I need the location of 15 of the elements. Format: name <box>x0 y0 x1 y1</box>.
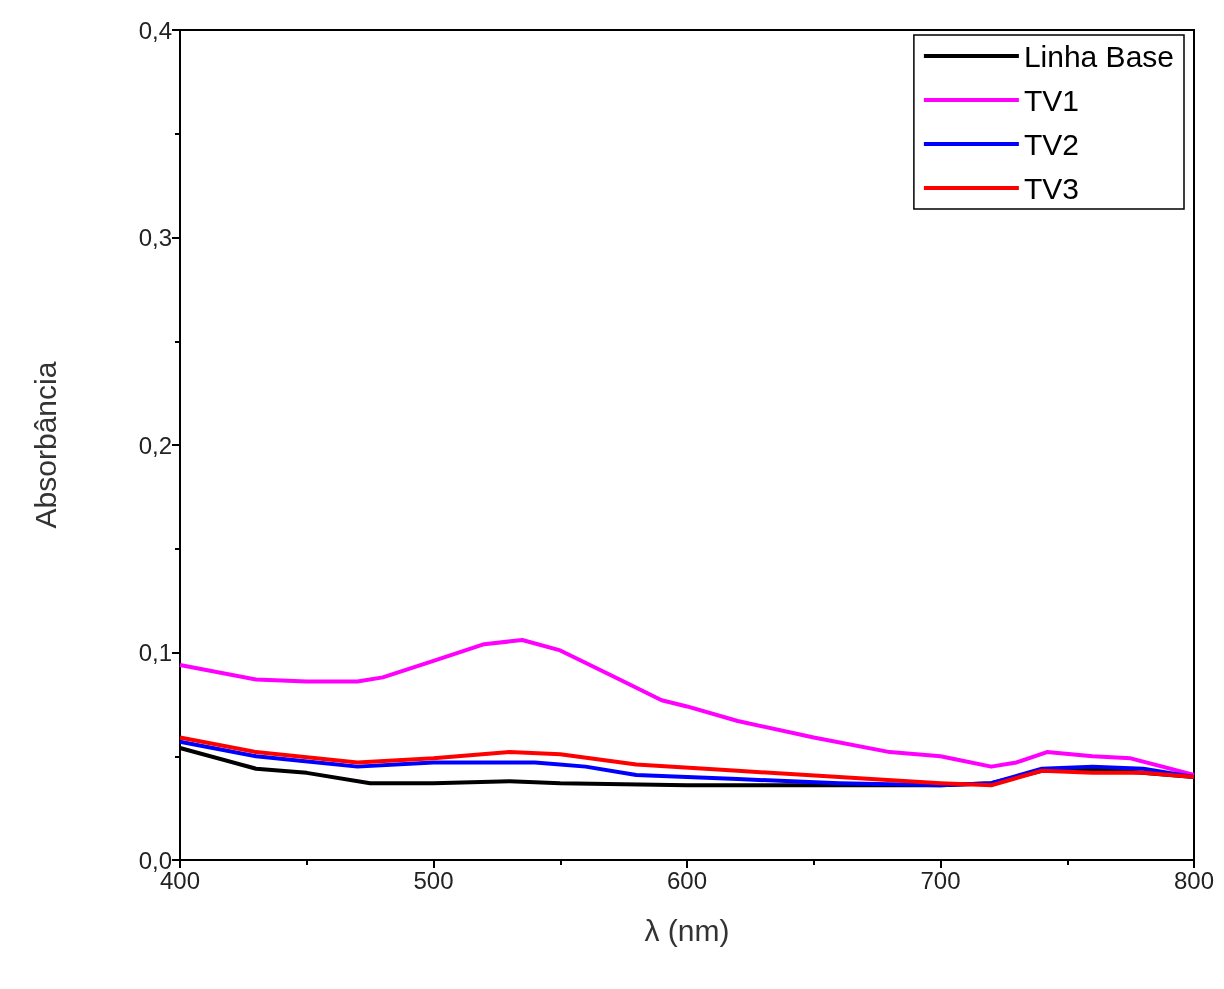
line-series <box>178 638 1196 777</box>
legend-label: TV3 <box>1023 171 1079 205</box>
legend-label: TV1 <box>1023 83 1079 117</box>
x-tick-label: 800 <box>1173 866 1215 894</box>
legend-label: Linha Base <box>1023 39 1175 73</box>
y-tick-label: 0,4 <box>138 16 172 44</box>
y-tick-label: 0,2 <box>138 431 172 459</box>
y-tick-label: 0,3 <box>138 224 172 251</box>
x-axis-title: λ (nm) <box>644 913 730 947</box>
x-tick-label: 500 <box>413 866 454 894</box>
y-axis-title: Absorbância <box>28 361 62 529</box>
x-tick-label: 700 <box>920 866 961 894</box>
y-tick-label: 0,1 <box>138 639 172 666</box>
legend-label: TV2 <box>1023 127 1079 161</box>
x-tick-label: 600 <box>666 866 708 894</box>
